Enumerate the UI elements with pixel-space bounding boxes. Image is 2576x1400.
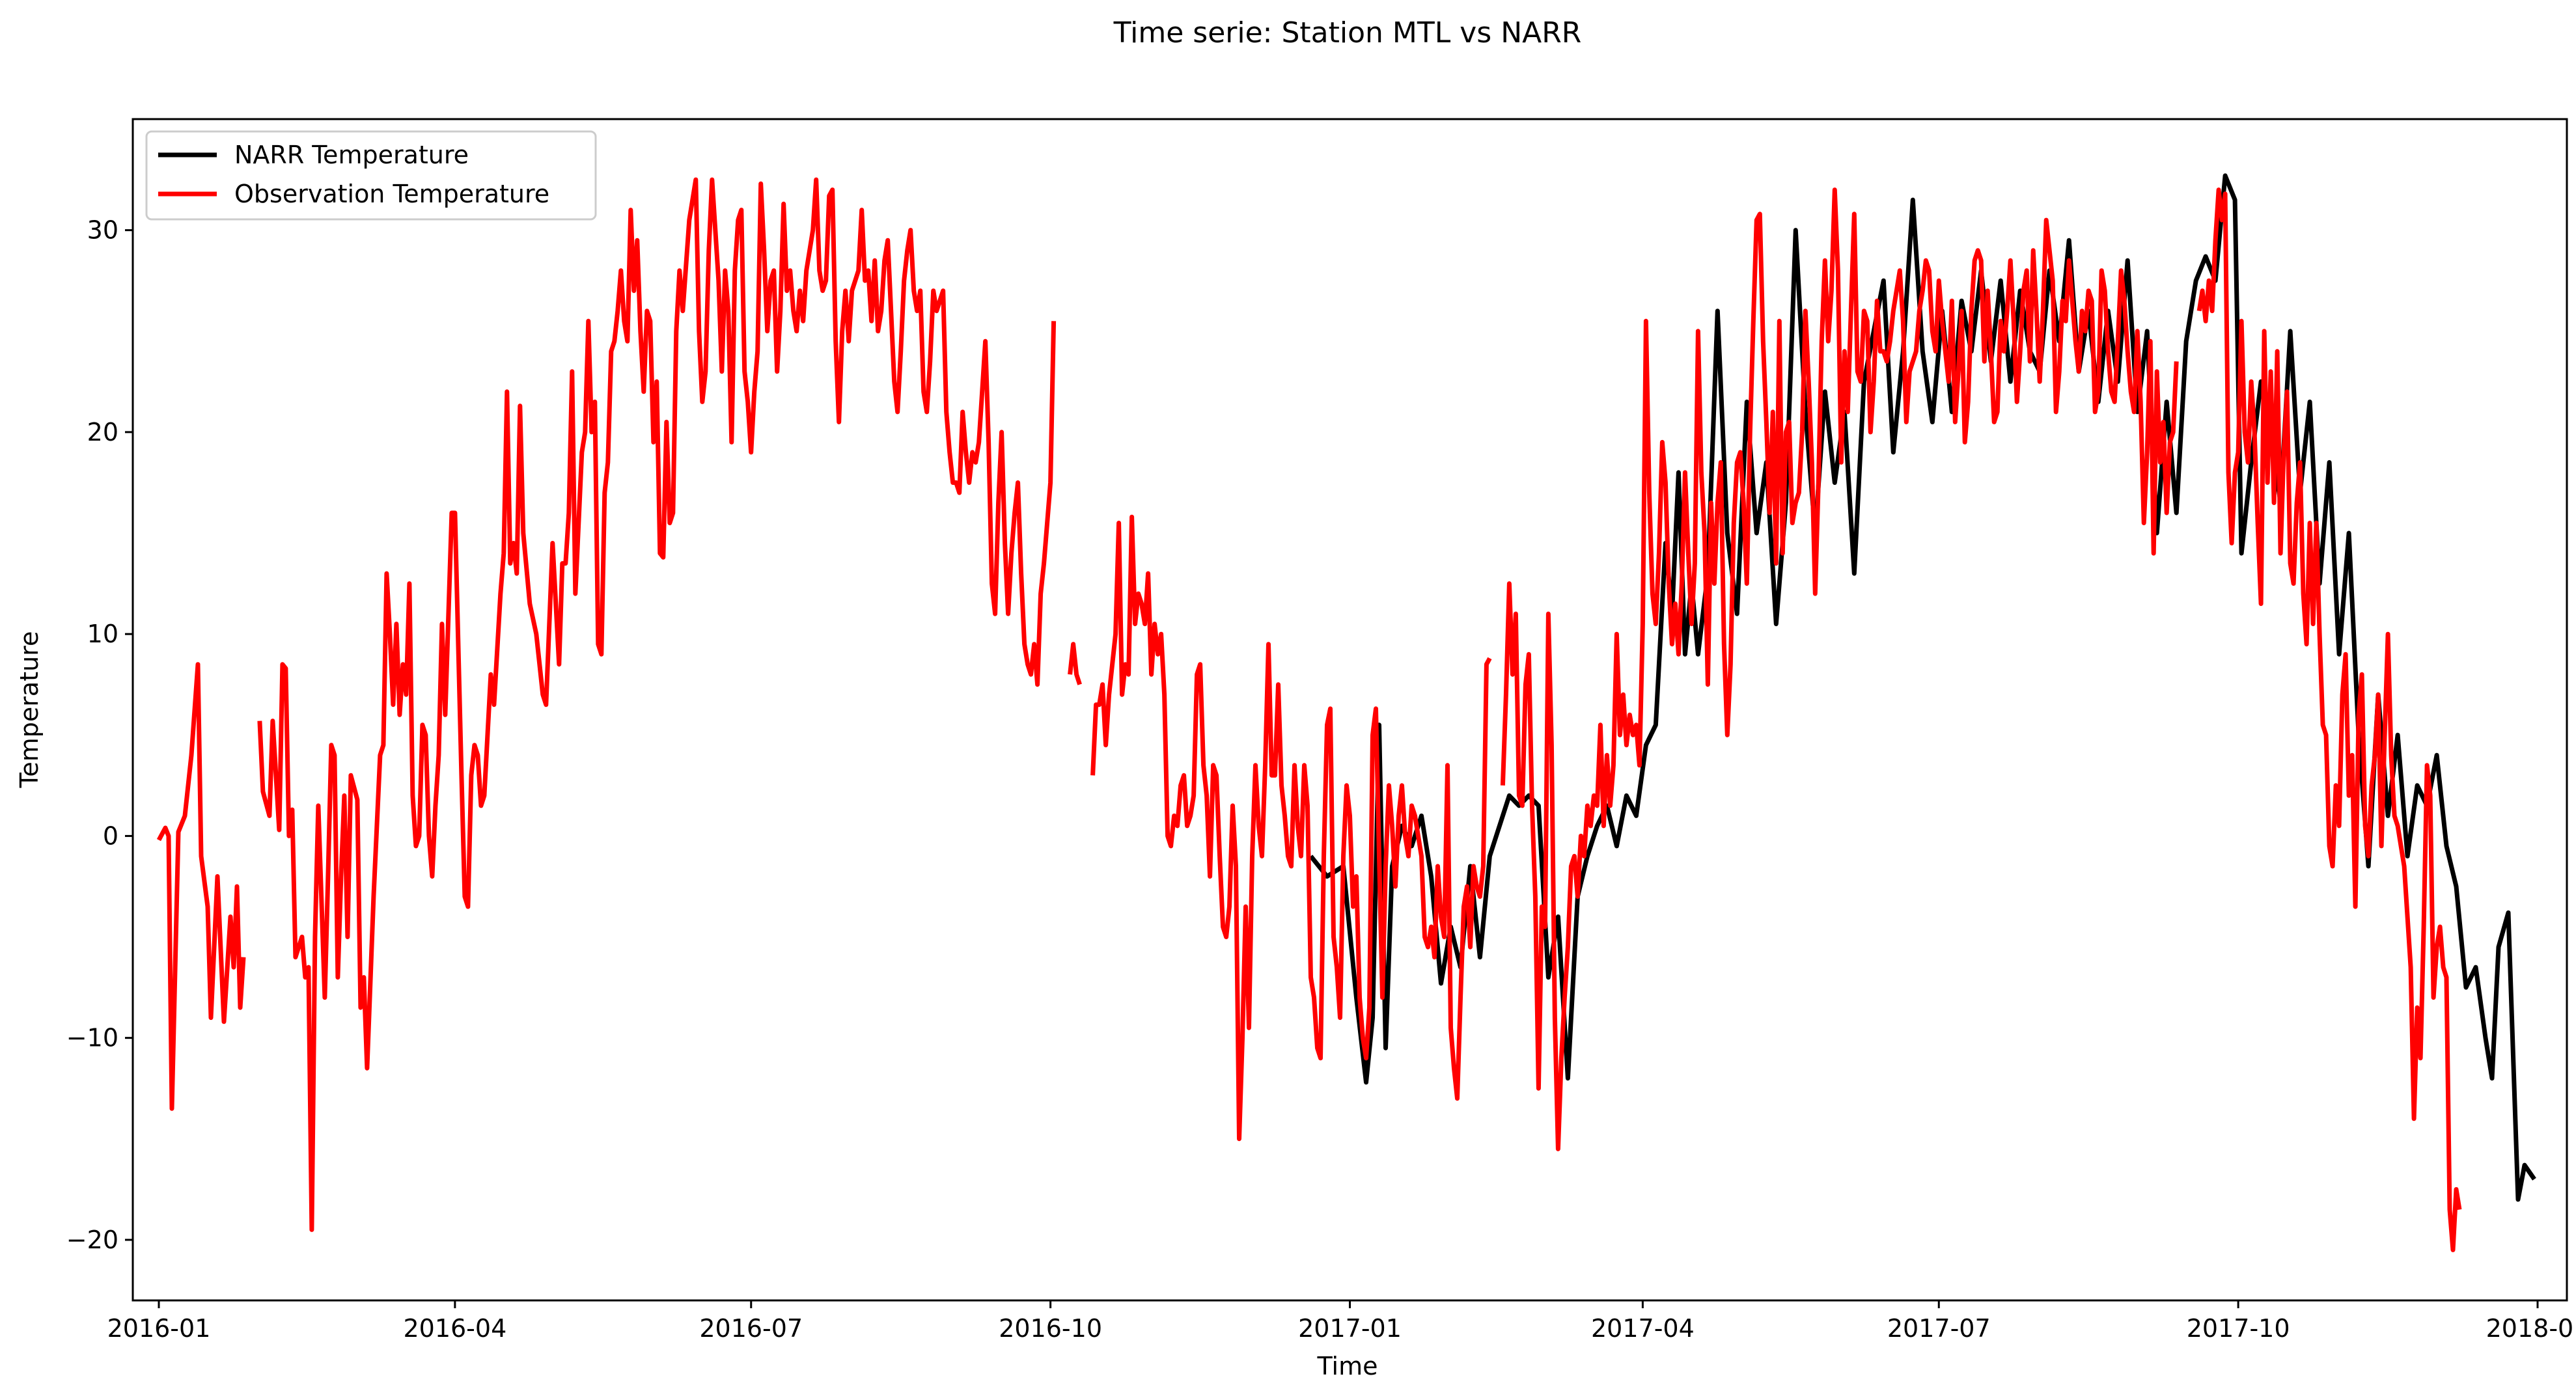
x-tick-label: 2016-10 [999,1314,1102,1343]
x-tick-label: 2017-01 [1298,1314,1402,1343]
y-tick-label: 30 [87,216,118,245]
legend-box [145,130,597,221]
legend: NARR Temperature Observation Temperature [145,130,597,221]
series-line-observation [156,177,2462,1252]
y-tick-label: −20 [66,1226,118,1254]
legend-label-narr: NARR Temperature [234,141,469,169]
y-tick-label: 10 [87,620,118,648]
x-tick-label: 2018-01 [2486,1314,2576,1343]
x-tick-label: 2016-04 [403,1314,506,1343]
y-tick-label: 0 [103,821,118,850]
x-axis: 2016-01 2016-04 2016-07 2016-10 2017-01 2017-… [107,1300,2576,1343]
plot-area [156,173,2536,1252]
x-tick-label: 2017-10 [2187,1314,2290,1343]
x-tick-label: 2016-07 [699,1314,803,1343]
x-axis-label: Time [1317,1352,1378,1380]
y-axis: −20 −10 0 10 20 30 [66,216,133,1254]
chart-title: Time serie: Station MTL vs NARR [1113,16,1582,49]
y-tick-label: −10 [66,1024,118,1052]
y-tick-label: 20 [87,418,118,446]
x-tick-label: 2017-04 [1591,1314,1695,1343]
legend-label-observation: Observation Temperature [234,180,549,208]
x-tick-label: 2016-01 [107,1314,211,1343]
x-tick-label: 2017-07 [1887,1314,1991,1343]
y-axis-label: Temperature [15,631,44,789]
